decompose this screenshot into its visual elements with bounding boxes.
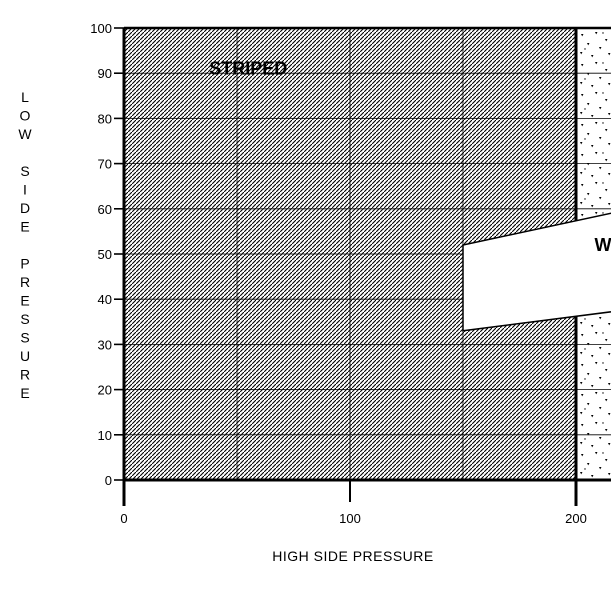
y-tick-label: 80: [98, 111, 112, 126]
y-axis-title-letter: R: [20, 274, 30, 290]
y-tick-label: 100: [90, 21, 112, 36]
y-tick-label: 70: [98, 157, 112, 172]
x-axis-title: HIGH SIDE PRESSURE: [272, 548, 433, 564]
y-tick-label: 10: [98, 428, 112, 443]
y-axis-title-letter: U: [20, 348, 30, 364]
y-tick-label: 90: [98, 66, 112, 81]
region-label-striped: STRIPED: [209, 59, 287, 79]
y-axis-title-letter: D: [20, 200, 30, 216]
y-axis-title-letter: I: [23, 182, 27, 198]
white-region-layer: [462, 212, 611, 332]
y-tick-label: 40: [98, 292, 112, 307]
y-axis-title-letter: E: [20, 293, 29, 309]
axis-titles: STRIPEDGREYWHITEHIGH SIDE PRESSURELOWSID…: [18, 59, 611, 564]
region-white: [462, 212, 611, 332]
region-label-white: WHITE: [594, 235, 611, 255]
y-axis-title-letter: S: [20, 311, 29, 327]
y-axis-title-letter: P: [20, 256, 29, 272]
y-axis-title-letter: O: [20, 108, 31, 124]
y-axis-title-letter: S: [20, 163, 29, 179]
y-tick-label: 50: [98, 247, 112, 262]
x-tick-label: 100: [339, 511, 361, 526]
y-tick-label: 60: [98, 202, 112, 217]
y-axis-title-letter: E: [20, 385, 29, 401]
x-tick-label: 0: [120, 511, 127, 526]
y-axis-title-letter: W: [18, 126, 32, 142]
x-tick-label: 200: [565, 511, 587, 526]
y-axis-title-letter: S: [20, 330, 29, 346]
y-axis-title-letter: E: [20, 219, 29, 235]
tick-labels: 01020304050607080901000100200300400: [90, 21, 587, 526]
y-axis-title-letter: L: [21, 89, 29, 105]
y-tick-label: 20: [98, 383, 112, 398]
y-axis-title-letter: R: [20, 367, 30, 383]
y-tick-label: 30: [98, 337, 112, 352]
y-tick-label: 0: [105, 473, 112, 488]
